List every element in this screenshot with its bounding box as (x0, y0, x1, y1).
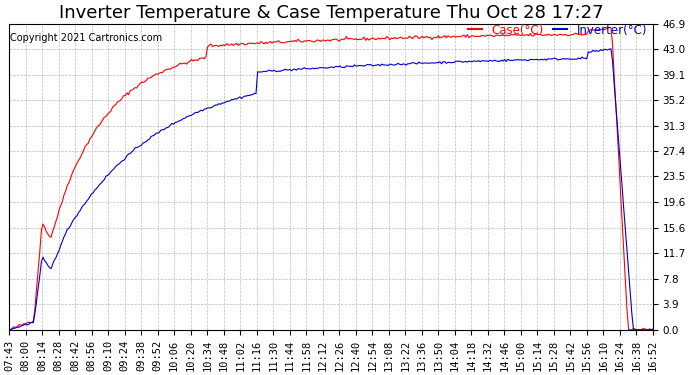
Title: Inverter Temperature & Case Temperature Thu Oct 28 17:27: Inverter Temperature & Case Temperature … (59, 4, 603, 22)
Text: Copyright 2021 Cartronics.com: Copyright 2021 Cartronics.com (10, 33, 162, 43)
Legend: Case(°C), Inverter(°C): Case(°C), Inverter(°C) (468, 24, 647, 36)
